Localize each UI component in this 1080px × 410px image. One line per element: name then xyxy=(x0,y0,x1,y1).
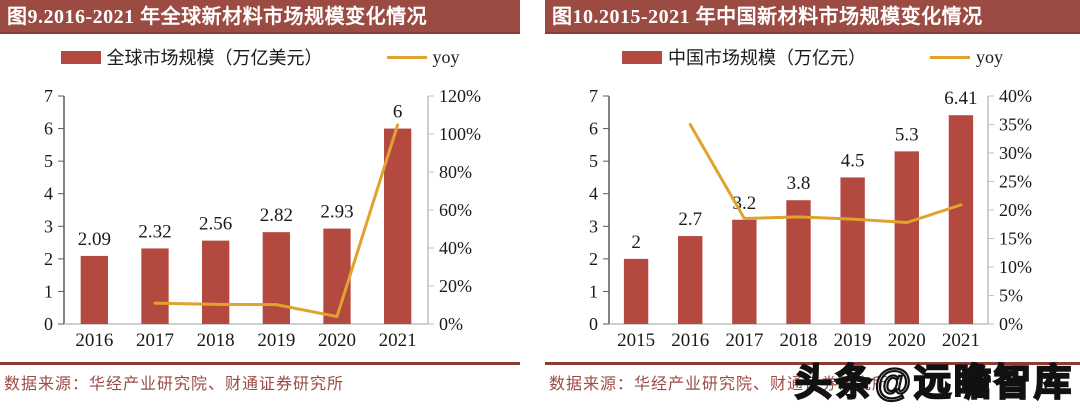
line-swatch-icon xyxy=(930,55,970,59)
svg-text:35%: 35% xyxy=(999,115,1032,135)
legend-item-line: yoy xyxy=(386,46,460,68)
svg-text:80%: 80% xyxy=(439,162,472,182)
svg-text:2021: 2021 xyxy=(379,330,417,351)
china-market-chart-panel: 图10.2015-2021 年中国新材料市场规模变化情况 中国市场规模（万亿元）… xyxy=(545,0,1080,410)
svg-text:6: 6 xyxy=(393,102,403,123)
svg-text:100%: 100% xyxy=(439,124,481,144)
svg-text:0%: 0% xyxy=(999,314,1023,334)
svg-text:20%: 20% xyxy=(439,276,472,296)
svg-text:6: 6 xyxy=(589,119,598,139)
svg-text:2017: 2017 xyxy=(136,330,174,351)
svg-text:2.93: 2.93 xyxy=(320,202,353,223)
svg-text:5.3: 5.3 xyxy=(895,124,919,145)
svg-text:2015: 2015 xyxy=(617,330,655,351)
svg-text:2018: 2018 xyxy=(780,330,818,351)
svg-text:2020: 2020 xyxy=(888,330,926,351)
svg-text:40%: 40% xyxy=(439,238,472,258)
data-source-text: 数据来源：华经产业研究院、财通证券研究所 xyxy=(549,376,890,393)
svg-text:3: 3 xyxy=(44,216,53,236)
svg-text:2.56: 2.56 xyxy=(199,214,232,235)
svg-text:0: 0 xyxy=(589,314,598,334)
svg-text:4.5: 4.5 xyxy=(841,150,865,171)
svg-text:5: 5 xyxy=(589,151,598,171)
data-source-text: 数据来源：华经产业研究院、财通证券研究所 xyxy=(4,376,345,393)
svg-text:2016: 2016 xyxy=(671,330,709,351)
svg-text:3: 3 xyxy=(589,216,598,236)
legend-item-bar: 中国市场规模（万亿元） xyxy=(622,44,866,70)
svg-text:2.82: 2.82 xyxy=(260,205,293,226)
legend-bar-label: 全球市场规模（万亿美元） xyxy=(106,48,323,68)
legend-china: 中国市场规模（万亿元） yoy xyxy=(545,34,1080,80)
chart-title-china: 图10.2015-2021 年中国新材料市场规模变化情况 xyxy=(545,0,1080,34)
legend-bar-label: 中国市场规模（万亿元） xyxy=(668,48,866,68)
svg-text:2016: 2016 xyxy=(75,330,113,351)
bar-swatch-icon xyxy=(60,50,101,64)
global-market-chart-panel: 图9.2016-2021 年全球新材料市场规模变化情况 全球市场规模（万亿美元）… xyxy=(0,0,520,410)
svg-text:4: 4 xyxy=(44,184,53,204)
combo-chart-global: 0 1 2 3 4 5 6 7 0% 20% 40% 60% 80% 100% 120% 2.09 2016 2.… xyxy=(0,80,520,356)
svg-text:2.7: 2.7 xyxy=(678,209,702,230)
svg-text:0: 0 xyxy=(44,314,53,334)
svg-text:40%: 40% xyxy=(999,86,1032,106)
svg-text:5: 5 xyxy=(44,151,53,171)
legend-item-bar: 全球市场规模（万亿美元） xyxy=(60,44,323,70)
svg-text:2.32: 2.32 xyxy=(138,221,171,242)
svg-text:1: 1 xyxy=(589,281,598,301)
svg-text:20%: 20% xyxy=(999,200,1032,220)
svg-text:25%: 25% xyxy=(999,172,1032,192)
legend-global: 全球市场规模（万亿美元） yoy xyxy=(0,34,520,80)
svg-text:4: 4 xyxy=(589,184,598,204)
svg-text:3.8: 3.8 xyxy=(787,173,811,194)
svg-text:2: 2 xyxy=(44,249,53,269)
legend-item-line: yoy xyxy=(930,47,1003,68)
svg-text:2: 2 xyxy=(589,249,598,269)
svg-text:2.09: 2.09 xyxy=(78,229,111,250)
svg-text:7: 7 xyxy=(44,86,53,106)
line-swatch-icon xyxy=(386,55,427,59)
svg-text:6.41: 6.41 xyxy=(944,88,977,109)
svg-text:15%: 15% xyxy=(999,229,1032,249)
svg-text:7: 7 xyxy=(589,86,598,106)
source-divider xyxy=(0,362,520,365)
bar-swatch-icon xyxy=(622,50,662,64)
svg-text:1: 1 xyxy=(44,281,53,301)
legend-line-label: yoy xyxy=(432,46,460,67)
svg-text:0%: 0% xyxy=(439,314,463,334)
svg-text:6: 6 xyxy=(44,119,53,139)
svg-text:2: 2 xyxy=(631,232,641,253)
source-divider xyxy=(545,362,1080,365)
svg-text:2017: 2017 xyxy=(725,330,763,351)
svg-text:60%: 60% xyxy=(439,200,472,220)
chart-title-global: 图9.2016-2021 年全球新材料市场规模变化情况 xyxy=(0,0,520,34)
svg-text:2019: 2019 xyxy=(834,330,872,351)
svg-text:10%: 10% xyxy=(999,257,1032,277)
svg-text:30%: 30% xyxy=(999,143,1032,163)
svg-text:2019: 2019 xyxy=(257,330,295,351)
legend-line-label: yoy xyxy=(976,46,1003,67)
svg-text:2020: 2020 xyxy=(318,330,356,351)
svg-text:2018: 2018 xyxy=(197,330,235,351)
svg-text:5%: 5% xyxy=(999,286,1023,306)
svg-text:120%: 120% xyxy=(439,86,481,106)
svg-text:2021: 2021 xyxy=(942,330,980,351)
combo-chart-china: 0 1 2 3 4 5 6 7 0% 5% 10% 15% 20% 25% 30% 35% 40% 2 2015 2.… xyxy=(545,80,1080,356)
